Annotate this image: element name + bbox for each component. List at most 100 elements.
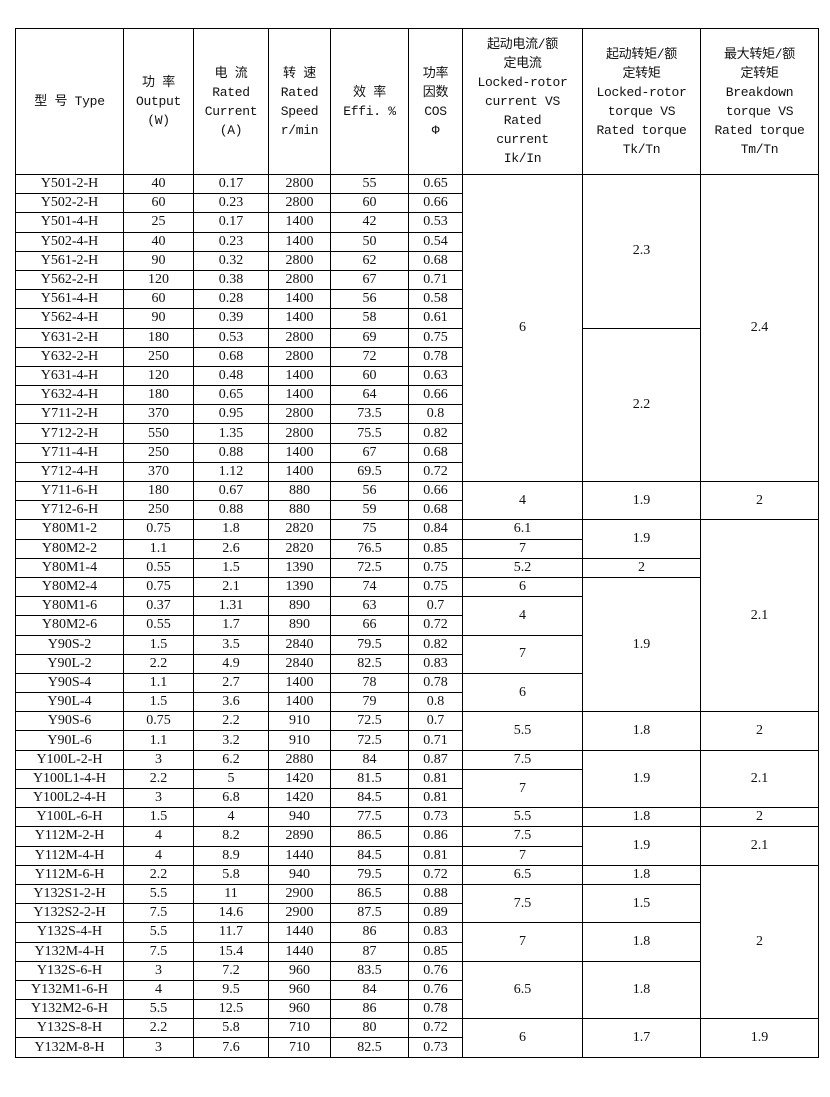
column-header: 最大转矩/额 定转矩 Breakdown torque VS Rated tor…	[700, 28, 819, 175]
model-cell: Y631-2-H	[15, 327, 124, 348]
table-row: Y712-6-H 250 0.88 880 59 0.68	[15, 500, 819, 521]
value-cell: 550	[123, 423, 194, 444]
model-cell: Y90L-2	[15, 653, 124, 674]
model-cell: Y631-4-H	[15, 365, 124, 387]
value-cell: 69.5	[330, 461, 409, 483]
value-cell: 82.5	[330, 653, 409, 674]
value-cell: 1440	[268, 941, 331, 962]
model-cell: Y80M1-4	[15, 557, 124, 578]
table-row: Y712-2-H 550 1.35 2800 75.5 0.82	[15, 423, 819, 444]
value-cell: 73.5	[330, 404, 409, 425]
value-cell: 77.5	[330, 807, 409, 828]
value-cell: 2.2	[193, 711, 269, 732]
value-cell: 60	[330, 193, 409, 214]
value-cell: 1.9	[582, 826, 701, 866]
value-cell: 1.8	[582, 807, 701, 828]
value-cell: 0.7	[408, 711, 463, 732]
value-cell: 0.55	[123, 557, 194, 578]
table-row: Y711-2-H 370 0.95 2800 73.5 0.8	[15, 404, 819, 425]
value-cell: 5.2	[462, 557, 583, 578]
value-cell: 2.3	[582, 174, 701, 329]
value-cell: 0.23	[193, 231, 269, 252]
table-row: Y132S-4-H 5.5 11.7 1440 86 0.83 7 1.8	[15, 922, 819, 962]
value-cell: 250	[123, 500, 194, 521]
value-cell: 0.82	[408, 423, 463, 444]
table-row: Y112M-6-H 2.2 5.8 940 79.5 0.72 6.5 1.8 2	[15, 864, 819, 1020]
value-cell: 86.5	[330, 883, 409, 905]
value-cell: 90	[123, 308, 194, 329]
value-cell: 81.5	[330, 768, 409, 790]
model-cell: Y80M2-4	[15, 576, 124, 598]
value-cell: 1.9	[582, 749, 701, 809]
value-cell: 940	[268, 864, 331, 885]
value-cell: 2800	[268, 173, 331, 195]
value-cell: 120	[123, 365, 194, 387]
table-row: Y100L-2-H 3 6.2 2880 84 0.87 7.5 1.9 2.1	[15, 749, 819, 809]
value-cell: 0.75	[408, 576, 463, 598]
value-cell: 0.95	[193, 404, 269, 425]
value-cell: 67	[330, 442, 409, 463]
value-cell: 0.78	[408, 346, 463, 367]
value-cell: 8.9	[193, 845, 269, 866]
value-cell: 910	[268, 730, 331, 751]
value-cell: 2820	[268, 519, 331, 540]
value-cell: 180	[123, 385, 194, 406]
value-cell: 1440	[268, 845, 331, 866]
table-row: Y80M1-2 0.75 1.8 2820 75 0.84 6.1 1.9 2.1	[15, 519, 819, 713]
value-cell: 1420	[268, 768, 331, 790]
table-row: Y561-4-H 60 0.28 1400 56 0.58	[15, 289, 819, 310]
value-cell: 0.65	[193, 385, 269, 406]
column-header: 电 流 Rated Current (A)	[193, 28, 269, 175]
value-cell: 1.1	[123, 730, 194, 751]
value-cell: 0.66	[408, 193, 463, 214]
model-cell: Y90L-4	[15, 692, 124, 713]
value-cell: 0.71	[408, 730, 463, 751]
model-cell: Y80M1-6	[15, 596, 124, 617]
table-row: Y80M2-4 0.75 2.1 1390 74 0.75 6 1.9	[15, 576, 819, 713]
model-cell: Y112M-4-H	[15, 845, 124, 866]
value-cell: 63	[330, 596, 409, 617]
model-cell: Y132S-8-H	[15, 1018, 124, 1039]
value-cell: 1.31	[193, 596, 269, 617]
value-cell: 78	[330, 672, 409, 694]
value-cell: 4.9	[193, 653, 269, 674]
value-cell: 0.63	[408, 365, 463, 387]
model-cell: Y712-4-H	[15, 461, 124, 483]
value-cell: 6	[462, 576, 583, 598]
value-cell: 62	[330, 250, 409, 271]
value-cell: 0.81	[408, 845, 463, 866]
value-cell: 0.88	[408, 883, 463, 905]
value-cell: 79.5	[330, 634, 409, 655]
value-cell: 50	[330, 231, 409, 252]
value-cell: 0.73	[408, 1037, 463, 1058]
table-row: Y132S2-2-H 7.5 14.6 2900 87.5 0.89	[15, 903, 819, 924]
table-row: Y80M1-6 0.37 1.31 890 63 0.7 4	[15, 596, 819, 636]
value-cell: 86	[330, 999, 409, 1020]
value-cell: 75	[330, 519, 409, 540]
value-cell: 2840	[268, 653, 331, 674]
value-cell: 7.6	[193, 1037, 269, 1058]
value-cell: 2900	[268, 903, 331, 924]
value-cell: 960	[268, 999, 331, 1020]
value-cell: 0.55	[123, 615, 194, 636]
value-cell: 1.1	[123, 672, 194, 694]
value-cell: 0.75	[123, 711, 194, 732]
value-cell: 1.7	[582, 1018, 701, 1058]
model-cell: Y711-2-H	[15, 404, 124, 425]
table-row: Y502-2-H 60 0.23 2800 60 0.66	[15, 193, 819, 214]
model-cell: Y562-4-H	[15, 308, 124, 329]
table-row: Y80M2-6 0.55 1.7 890 66 0.72	[15, 615, 819, 636]
value-cell: 2.1	[193, 576, 269, 598]
model-cell: Y132S2-2-H	[15, 903, 124, 924]
model-cell: Y80M2-2	[15, 538, 124, 559]
value-cell: 56	[330, 289, 409, 310]
value-cell: 2	[700, 480, 819, 521]
value-cell: 5.8	[193, 864, 269, 885]
model-cell: Y132M-4-H	[15, 941, 124, 962]
value-cell: 0.68	[408, 250, 463, 271]
model-cell: Y632-4-H	[15, 385, 124, 406]
header-row: 型 号 Type 功 率 Output (W) 电 流 Rated Current …	[15, 28, 819, 175]
model-cell: Y712-6-H	[15, 500, 124, 521]
value-cell: 25	[123, 212, 194, 233]
value-cell: 0.78	[408, 672, 463, 694]
